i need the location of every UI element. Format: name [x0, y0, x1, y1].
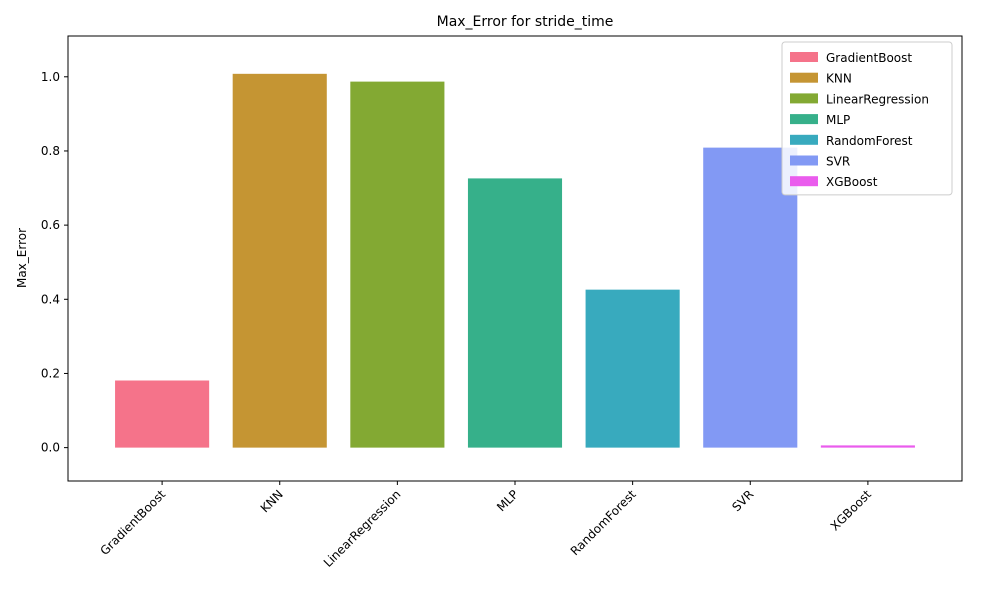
- legend-swatch: [790, 114, 818, 125]
- legend-label: SVR: [826, 155, 850, 169]
- bar-randomforest: [585, 289, 680, 448]
- y-tick-label: 1.0: [41, 70, 60, 84]
- x-tick-label: SVR: [729, 487, 756, 514]
- bar-mlp: [467, 178, 563, 448]
- legend-label: XGBoost: [826, 175, 878, 189]
- bar-linearregression: [350, 81, 445, 448]
- y-axis-label: Max_Error: [15, 228, 29, 288]
- bar-xgboost: [820, 445, 915, 448]
- x-tick-label: LinearRegression: [321, 487, 404, 570]
- y-tick-label: 0.6: [41, 218, 60, 232]
- legend-label: MLP: [826, 113, 850, 127]
- legend: GradientBoost KNN LinearRegression MLP Rando…: [781, 41, 953, 196]
- legend-label: GradientBoost: [826, 51, 912, 65]
- x-tick-label: KNN: [258, 487, 286, 515]
- legend-label: LinearRegression: [826, 92, 929, 106]
- x-tick-label: RandomForest: [568, 487, 639, 558]
- bars-layer: [115, 73, 915, 448]
- legend-swatch: [790, 134, 818, 145]
- chart-title: Max_Error for stride_time: [437, 14, 614, 30]
- bar-gradientboost: [115, 380, 210, 448]
- legend-box: [781, 41, 953, 196]
- bar-knn: [232, 73, 327, 448]
- legend-swatch: [790, 52, 818, 62]
- y-tick-label: 0.0: [41, 441, 60, 455]
- y-tick-label: 0.8: [41, 144, 60, 158]
- bar-svr: [703, 147, 798, 448]
- legend-swatch: [790, 72, 818, 83]
- legend-swatch: [790, 176, 818, 187]
- legend-label: RandomForest: [826, 134, 913, 148]
- x-tick-label: MLP: [494, 487, 521, 514]
- x-tick-label: XGBoost: [828, 487, 874, 533]
- legend-swatch: [790, 155, 818, 166]
- x-tick-label: GradientBoost: [97, 487, 168, 558]
- y-tick-label: 0.4: [41, 292, 60, 306]
- legend-label: KNN: [826, 72, 852, 86]
- legend-swatch: [790, 93, 818, 104]
- y-tick-label: 0.2: [41, 366, 60, 380]
